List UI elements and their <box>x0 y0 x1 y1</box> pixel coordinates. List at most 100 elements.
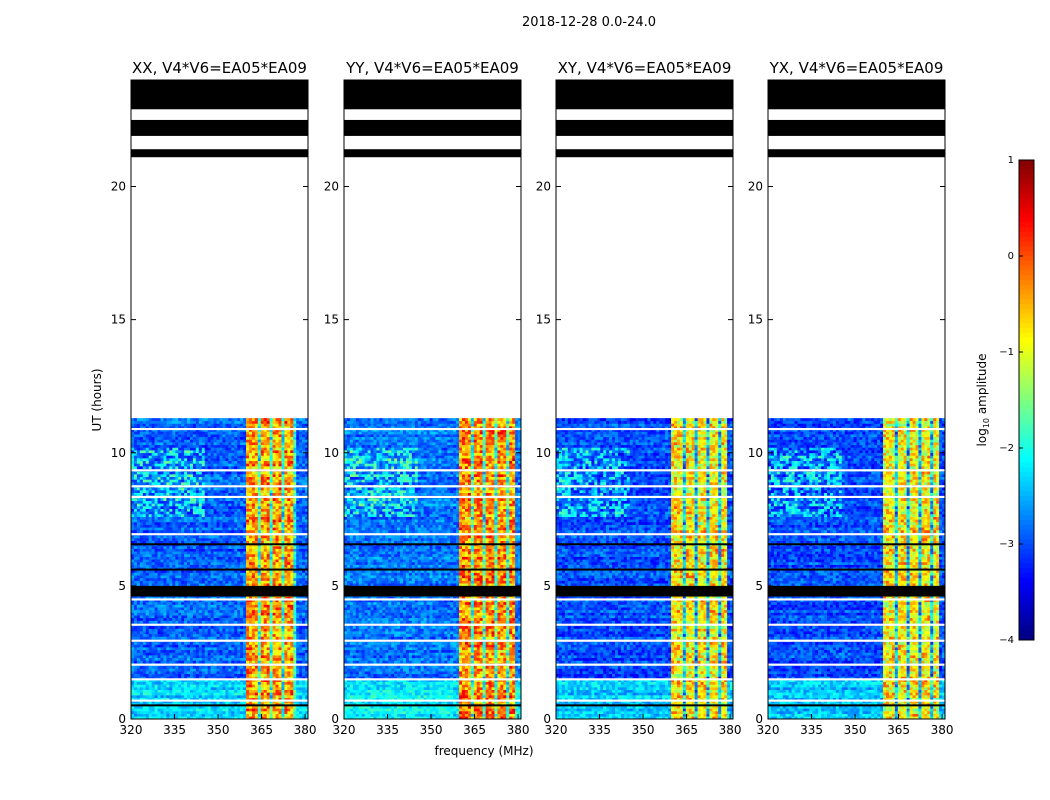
heatmap-cell <box>273 668 276 671</box>
heatmap-cell <box>134 668 137 671</box>
heatmap-cell <box>258 690 261 693</box>
heatmap-cell <box>296 674 299 677</box>
heatmap-cell <box>196 692 199 695</box>
heatmap-cell <box>187 668 190 671</box>
heatmap-cell <box>155 711 158 714</box>
heatmap-cell <box>137 714 140 717</box>
heatmap-cell <box>228 671 231 674</box>
heatmap-cell <box>217 668 220 671</box>
heatmap-cell <box>178 711 181 714</box>
heatmap-cell <box>261 690 264 693</box>
heatmap-cell <box>243 687 246 690</box>
heatmap-cell <box>237 687 240 690</box>
heatmap-cell <box>296 692 299 695</box>
heatmap-cell <box>287 695 290 698</box>
heatmap-cell <box>193 660 196 663</box>
heatmap-cell <box>169 660 172 663</box>
heatmap-cell <box>202 714 205 717</box>
heatmap-cell <box>279 695 282 698</box>
heatmap-cell <box>166 692 169 695</box>
heatmap-cell <box>252 708 255 711</box>
heatmap-cell <box>252 692 255 695</box>
heatmap-cell <box>287 674 290 677</box>
heatmap-cell <box>270 714 273 717</box>
heatmap-cell <box>228 695 231 698</box>
heatmap-cell <box>267 695 270 698</box>
heatmap-cell <box>234 708 237 711</box>
heatmap-cell <box>166 714 169 717</box>
heatmap-cell <box>208 684 211 687</box>
heatmap-cell <box>261 687 264 690</box>
heatmap-cell <box>143 674 146 677</box>
heatmap-cell <box>163 671 166 674</box>
heatmap-cell <box>225 684 228 687</box>
heatmap-cell <box>299 666 302 669</box>
heatmap-cell <box>240 714 243 717</box>
heatmap-cell <box>140 671 143 674</box>
heatmap-cell <box>243 682 246 685</box>
heatmap-cell <box>284 684 287 687</box>
heatmap-cell <box>243 695 246 698</box>
heatmap-cell <box>196 660 199 663</box>
heatmap-cell <box>172 668 175 671</box>
heatmap-cell <box>220 668 223 671</box>
heatmap-cell <box>214 711 217 714</box>
heatmap-cell <box>184 687 187 690</box>
heatmap-cell <box>249 690 252 693</box>
heatmap-cell <box>184 714 187 717</box>
heatmap-cell <box>208 687 211 690</box>
heatmap-cell <box>299 695 302 698</box>
heatmap-cell <box>205 684 208 687</box>
heatmap-cell <box>208 674 211 677</box>
heatmap-cell <box>158 711 161 714</box>
heatmap-cell <box>267 682 270 685</box>
heatmap-cell <box>161 690 164 693</box>
heatmap-cell <box>143 714 146 717</box>
heatmap-cell <box>296 687 299 690</box>
heatmap-cell <box>172 684 175 687</box>
heatmap-cell <box>140 695 143 698</box>
heatmap-cell <box>169 671 172 674</box>
heatmap-cell <box>261 682 264 685</box>
heatmap-cell <box>202 674 205 677</box>
heatmap-cell <box>243 684 246 687</box>
heatmap-cell <box>172 671 175 674</box>
heatmap-cell <box>202 660 205 663</box>
heatmap-cell <box>166 666 169 669</box>
heatmap-cell <box>284 714 287 717</box>
heatmap-cell <box>187 682 190 685</box>
heatmap-cell <box>184 684 187 687</box>
heatmap-cell <box>166 687 169 690</box>
heatmap-cell <box>237 660 240 663</box>
heatmap-cell <box>296 695 299 698</box>
heatmap-cell <box>231 690 234 693</box>
heatmap-cell <box>296 684 299 687</box>
heatmap-cell <box>184 682 187 685</box>
heatmap-cell <box>166 711 169 714</box>
heatmap-cell <box>231 668 234 671</box>
heatmap-cell <box>149 690 152 693</box>
heatmap-cell <box>199 692 202 695</box>
heatmap-cell <box>202 668 205 671</box>
heatmap-cell <box>302 674 305 677</box>
heatmap-cell <box>152 666 155 669</box>
heatmap-cell <box>193 682 196 685</box>
heatmap-cell <box>264 711 267 714</box>
heatmap-cell <box>246 692 249 695</box>
heatmap-cell <box>258 671 261 674</box>
heatmap-cell <box>279 690 282 693</box>
heatmap-cell <box>214 687 217 690</box>
heatmap-cell <box>187 708 190 711</box>
heatmap-cell <box>172 708 175 711</box>
heatmap-cell <box>140 708 143 711</box>
heatmap-cell <box>193 711 196 714</box>
heatmap-cell <box>205 690 208 693</box>
heatmap-cell <box>187 690 190 693</box>
heatmap-cell <box>172 687 175 690</box>
heatmap-cell <box>273 692 276 695</box>
heatmap-cell <box>237 711 240 714</box>
heatmap-cell <box>169 666 172 669</box>
heatmap-cell <box>211 682 214 685</box>
heatmap-cell <box>273 711 276 714</box>
heatmap-cell <box>290 695 293 698</box>
